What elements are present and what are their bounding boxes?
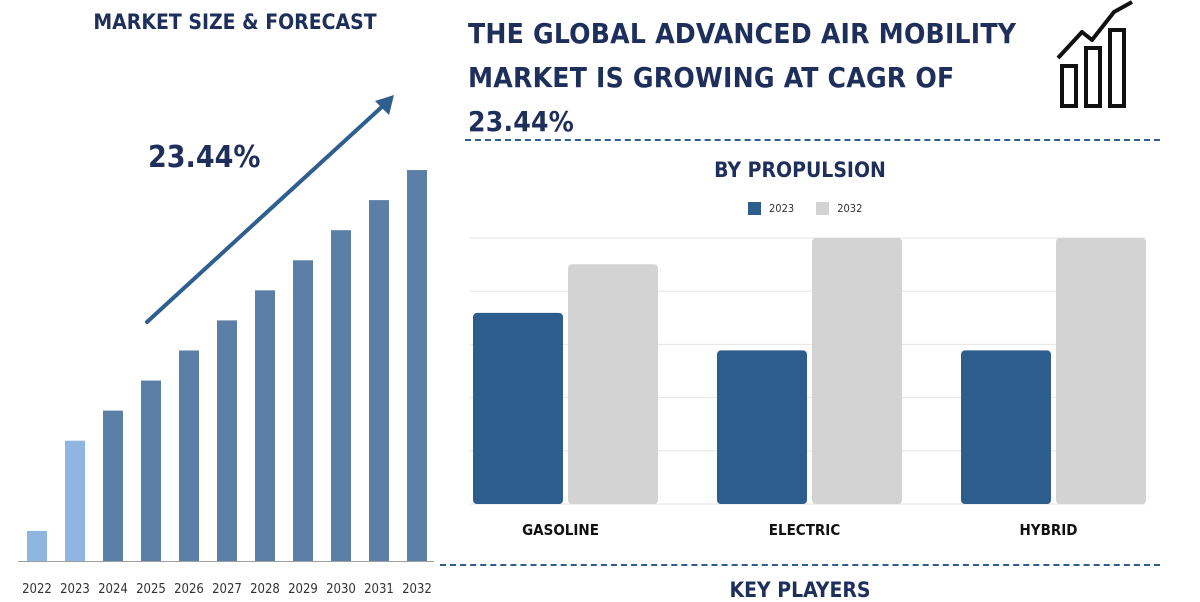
market-tick-2030: 2030 — [326, 582, 356, 597]
market-tick-2031: 2031 — [364, 582, 394, 597]
propulsion-bar-hybrid-2032 — [1056, 238, 1146, 504]
market-bar-2031 — [369, 200, 389, 561]
section-divider-top — [465, 139, 1160, 141]
propulsion-legend: 2023 2032 — [748, 202, 862, 215]
legend-item-2032: 2032 — [816, 202, 862, 215]
propulsion-title: BY PROPULSION — [714, 158, 886, 182]
market-bar-2028 — [255, 290, 275, 561]
growth-arrow — [145, 95, 394, 324]
propulsion-bar-hybrid-2023 — [961, 350, 1051, 504]
propulsion-bar-electric-2032 — [812, 238, 902, 504]
market-tick-2025: 2025 — [136, 582, 166, 597]
market-bar-2027 — [217, 320, 237, 561]
market-bar-2029 — [293, 260, 313, 561]
market-bar-2032 — [407, 170, 427, 561]
market-tick-2027: 2027 — [212, 582, 242, 597]
growth-chart-icon — [1052, 0, 1142, 112]
propulsion-bar-electric-2023 — [717, 350, 807, 504]
market-tick-2026: 2026 — [174, 582, 204, 597]
legend-item-2023: 2023 — [748, 202, 794, 215]
section-divider-bottom — [440, 564, 1160, 566]
propulsion-bar-gasoline-2023 — [473, 312, 563, 504]
cagr-annotation: 23.44% — [148, 140, 261, 175]
legend-label-2023: 2023 — [769, 202, 795, 215]
propulsion-category-hybrid: HYBRID — [1020, 521, 1078, 539]
market-tick-2029: 2029 — [288, 582, 318, 597]
market-tick-2028: 2028 — [250, 582, 280, 597]
legend-label-2032: 2032 — [837, 202, 863, 215]
market-bar-2023 — [65, 440, 85, 561]
market-bar-2022 — [27, 530, 47, 561]
propulsion-category-electric: ELECTRIC — [769, 521, 841, 539]
market-bar-2026 — [179, 350, 199, 561]
market-size-title: MARKET SIZE & FORECAST — [93, 10, 377, 34]
market-size-chart: 2022 2023 2024 2025 2026 2027 2028 2029 2030 2031… — [22, 95, 432, 597]
key-players-heading: KEY PLAYERS — [729, 578, 871, 602]
legend-swatch-2023 — [748, 202, 761, 215]
propulsion-category-gasoline: GASOLINE — [522, 521, 599, 539]
market-bar-2024 — [103, 410, 123, 561]
page-title: THE GLOBAL ADVANCED AIR MOBILITY MARKET … — [468, 17, 1017, 138]
market-tick-2032: 2032 — [402, 582, 432, 597]
market-bar-2025 — [141, 380, 161, 561]
market-tick-2023: 2023 — [60, 582, 90, 597]
market-tick-2022: 2022 — [22, 582, 52, 597]
x-axis-line — [18, 561, 434, 562]
propulsion-chart: GASOLINE ELECTRIC HYBRID — [470, 237, 1146, 539]
market-tick-2024: 2024 — [98, 582, 128, 597]
legend-swatch-2032 — [816, 202, 830, 215]
market-bar-2030 — [331, 230, 351, 561]
propulsion-bar-gasoline-2032 — [568, 264, 658, 504]
